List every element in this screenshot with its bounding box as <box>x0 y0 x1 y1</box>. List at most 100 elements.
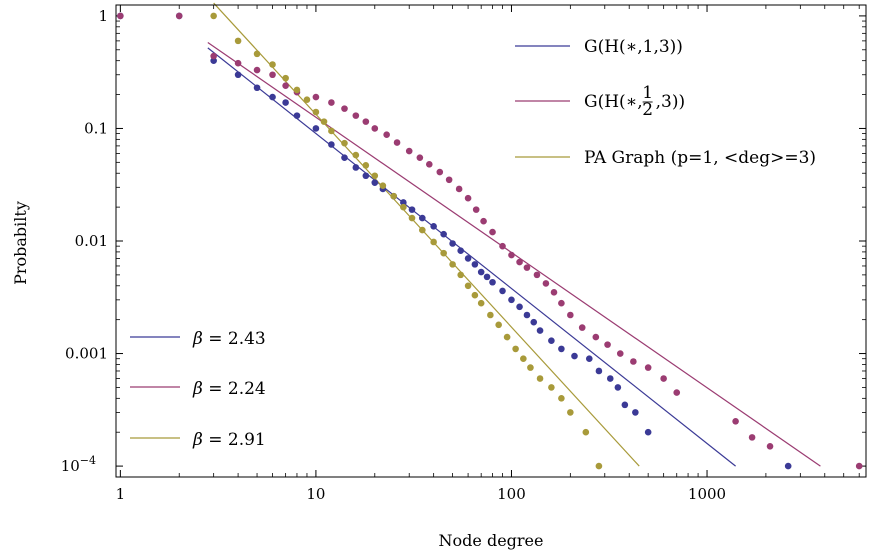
data-point-series-1 <box>282 99 289 106</box>
data-point-series-3 <box>253 50 261 58</box>
data-point-series-3 <box>471 291 479 299</box>
data-point-series-1 <box>499 287 506 295</box>
data-point-series-3 <box>312 108 320 116</box>
data-point-series-1 <box>530 318 538 326</box>
data-point-series-1 <box>585 355 593 362</box>
data-point-series-3 <box>595 462 603 470</box>
data-point-series-2 <box>732 418 739 425</box>
fit-lines <box>207 2 821 467</box>
data-point-series-1 <box>595 367 603 375</box>
data-point-series-2 <box>472 206 480 213</box>
data-point-series-2 <box>508 251 515 259</box>
data-point-series-3 <box>293 86 301 94</box>
data-point-series-1 <box>408 206 416 213</box>
data-point-series-2 <box>445 176 453 184</box>
y-tick-label: 0.1 <box>84 119 108 137</box>
series-legend: G(H(∗,1,3)) G(H(∗, 12,3)) PA Graph (p=1, <d… <box>515 37 816 168</box>
data-points <box>117 12 863 470</box>
data-point-series-1 <box>644 428 652 436</box>
data-point-series-3 <box>320 118 328 125</box>
data-point-series-3 <box>495 321 502 329</box>
data-point-series-2 <box>644 364 652 371</box>
data-point-series-3 <box>548 384 555 391</box>
data-point-series-2 <box>748 434 756 441</box>
data-point-series-2 <box>630 358 637 365</box>
data-point-series-3 <box>379 182 387 189</box>
data-point-series-2 <box>341 105 348 112</box>
data-point-series-3 <box>527 364 534 371</box>
legend-label: G(H(∗, <box>584 92 643 112</box>
data-point-series-2 <box>234 59 242 67</box>
data-point-series-2 <box>210 52 217 60</box>
data-point-series-1 <box>621 401 629 409</box>
data-point-series-3 <box>341 139 348 147</box>
data-point-series-1 <box>606 375 614 382</box>
data-point-series-2 <box>480 217 487 225</box>
data-point-series-1 <box>312 125 320 132</box>
fit-legend-label: β = 2.91 <box>192 430 266 450</box>
data-point-series-1 <box>784 462 792 470</box>
y-tick-label: 1 <box>98 7 108 25</box>
y-tick-label: 0.001 <box>65 345 108 363</box>
data-point-series-3 <box>408 214 416 222</box>
data-point-series-3 <box>362 162 370 169</box>
data-point-series-2 <box>328 99 335 106</box>
data-point-series-2 <box>464 194 472 202</box>
data-point-series-1 <box>536 327 544 334</box>
data-point-series-2 <box>567 311 574 319</box>
data-point-series-2 <box>489 228 496 236</box>
data-point-series-3 <box>352 151 360 159</box>
data-point-series-2 <box>269 71 276 79</box>
data-point-series-1 <box>449 240 456 247</box>
data-point-series-2 <box>533 271 541 279</box>
data-point-series-1 <box>234 71 242 79</box>
data-point-series-2 <box>499 242 506 250</box>
data-point-series-2 <box>383 131 390 139</box>
data-point-series-3 <box>440 249 447 257</box>
data-point-series-1 <box>352 164 360 171</box>
data-point-series-2 <box>673 389 681 396</box>
fit-legend-label: β = 2.43 <box>192 329 266 349</box>
data-point-series-2 <box>362 118 370 125</box>
data-point-series-1 <box>341 154 348 161</box>
data-point-series-3 <box>536 375 544 382</box>
data-point-series-2 <box>253 66 261 74</box>
data-point-series-1 <box>571 352 578 360</box>
data-point-series-1 <box>419 214 426 222</box>
data-point-series-1 <box>269 93 276 101</box>
data-point-series-1 <box>400 199 407 206</box>
data-point-series-2 <box>425 161 433 168</box>
x-tick-label: 10 <box>306 485 325 503</box>
data-point-series-2 <box>352 112 360 119</box>
data-point-series-1 <box>516 303 523 311</box>
legend-fraction-denominator: 2 <box>642 100 653 120</box>
data-point-series-3 <box>487 311 494 319</box>
data-point-series-2 <box>405 147 413 155</box>
data-point-series-1 <box>489 278 496 286</box>
data-point-series-2 <box>282 82 289 89</box>
data-point-series-3 <box>558 395 565 402</box>
data-point-series-3 <box>464 282 472 290</box>
data-point-series-2 <box>604 341 611 348</box>
data-point-series-3 <box>449 261 456 268</box>
data-point-series-1 <box>477 268 485 276</box>
data-point-series-2 <box>542 280 550 287</box>
legend-label: G(H(∗,1,3)) <box>584 37 683 57</box>
fit-legend-label: β = 2.24 <box>192 379 266 399</box>
fit-line-series-3 <box>213 2 640 467</box>
data-point-series-1 <box>210 57 217 64</box>
data-point-series-3 <box>567 409 574 416</box>
data-point-series-1 <box>362 172 370 180</box>
x-tick-label: 1 <box>116 485 126 503</box>
data-point-series-3 <box>477 299 485 307</box>
data-point-series-1 <box>558 345 565 353</box>
data-point-series-2 <box>616 350 624 357</box>
data-point-series-1 <box>483 273 491 281</box>
data-point-series-2 <box>516 258 523 266</box>
data-point-series-3 <box>210 12 217 20</box>
data-point-series-2 <box>117 12 124 20</box>
data-point-series-2 <box>312 93 320 101</box>
data-point-series-3 <box>234 37 242 45</box>
legend-fraction-numerator: 1 <box>642 83 653 103</box>
